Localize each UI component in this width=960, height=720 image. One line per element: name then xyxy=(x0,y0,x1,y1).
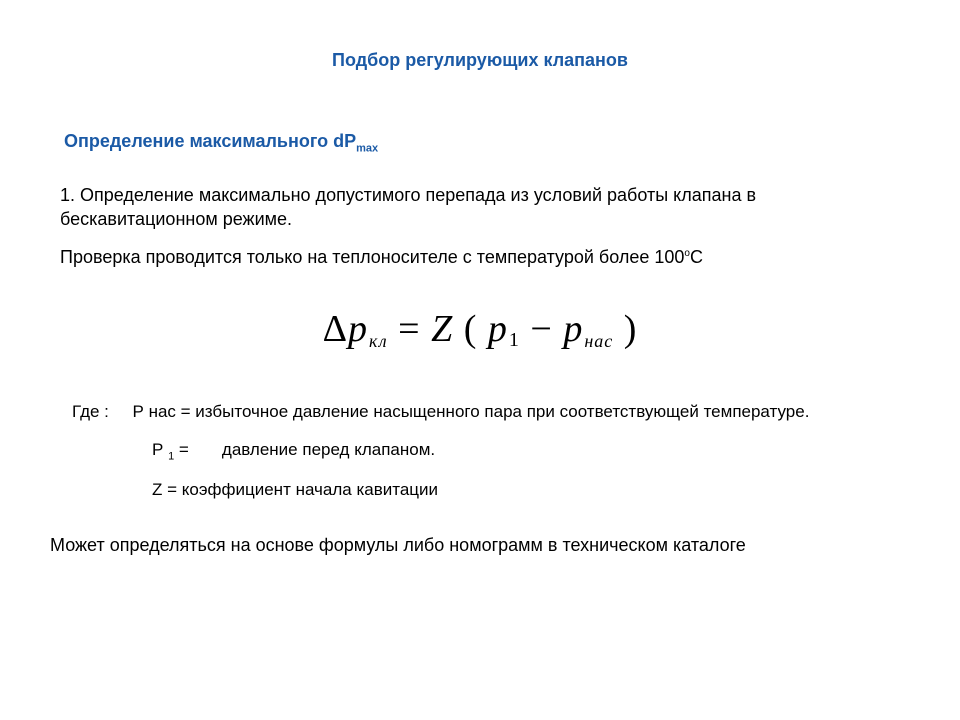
formula-eq: = xyxy=(388,308,431,350)
formula-minus: − xyxy=(520,308,563,350)
page-title: Подбор регулирующих клапанов xyxy=(60,50,900,71)
paragraph-2: Проверка проводится только на теплоносит… xyxy=(60,245,900,269)
def-pnas-right: избыточное давление насыщенного пара при… xyxy=(191,402,810,421)
def-where: Где : xyxy=(72,402,109,421)
formula-sub-1: 1 xyxy=(508,329,520,351)
def-p1-a: Р xyxy=(152,440,168,459)
section-subtitle: Определение максимального dPmax xyxy=(64,131,900,155)
formula-p1: p xyxy=(488,308,508,350)
paragraph-1: 1. Определение максимально допустимого п… xyxy=(60,183,900,232)
formula-sub-nas: нас xyxy=(583,331,613,351)
definitions: Где : Р нас = избыточное давление насыще… xyxy=(72,398,900,502)
formula-p-kl: p xyxy=(348,308,368,350)
formula-open: ( xyxy=(453,308,488,350)
final-note: Может определяться на основе формулы либ… xyxy=(50,533,900,557)
subtitle-sub: max xyxy=(356,143,378,155)
subtitle-text: Определение максимального dP xyxy=(64,131,356,151)
def-where-line: Где : Р нас = избыточное давление насыще… xyxy=(72,398,900,425)
def-z-left: Z = xyxy=(152,480,177,499)
def-p1-line: Р 1 = давление перед клапаном. xyxy=(152,436,900,466)
formula-Z: Z xyxy=(431,308,453,350)
formula-close: ) xyxy=(613,308,637,350)
formula-sub-kl: кл xyxy=(368,331,388,351)
formula-p-nas: p xyxy=(563,308,583,350)
def-z-line: Z = коэффициент начала кавитации xyxy=(152,476,900,503)
def-p1-b: = xyxy=(174,440,189,459)
formula: Δpкл = Z ( p1 − pнас ) xyxy=(60,307,900,352)
paragraph-2-before: Проверка проводится только на теплоносит… xyxy=(60,247,684,267)
def-p1-right: давление перед клапаном. xyxy=(222,440,435,459)
formula-delta: Δ xyxy=(323,308,348,350)
def-pnas-left: Р нас = xyxy=(133,402,191,421)
def-z-right: коэффициент начала кавитации xyxy=(177,480,438,499)
paragraph-2-after: С xyxy=(690,247,703,267)
